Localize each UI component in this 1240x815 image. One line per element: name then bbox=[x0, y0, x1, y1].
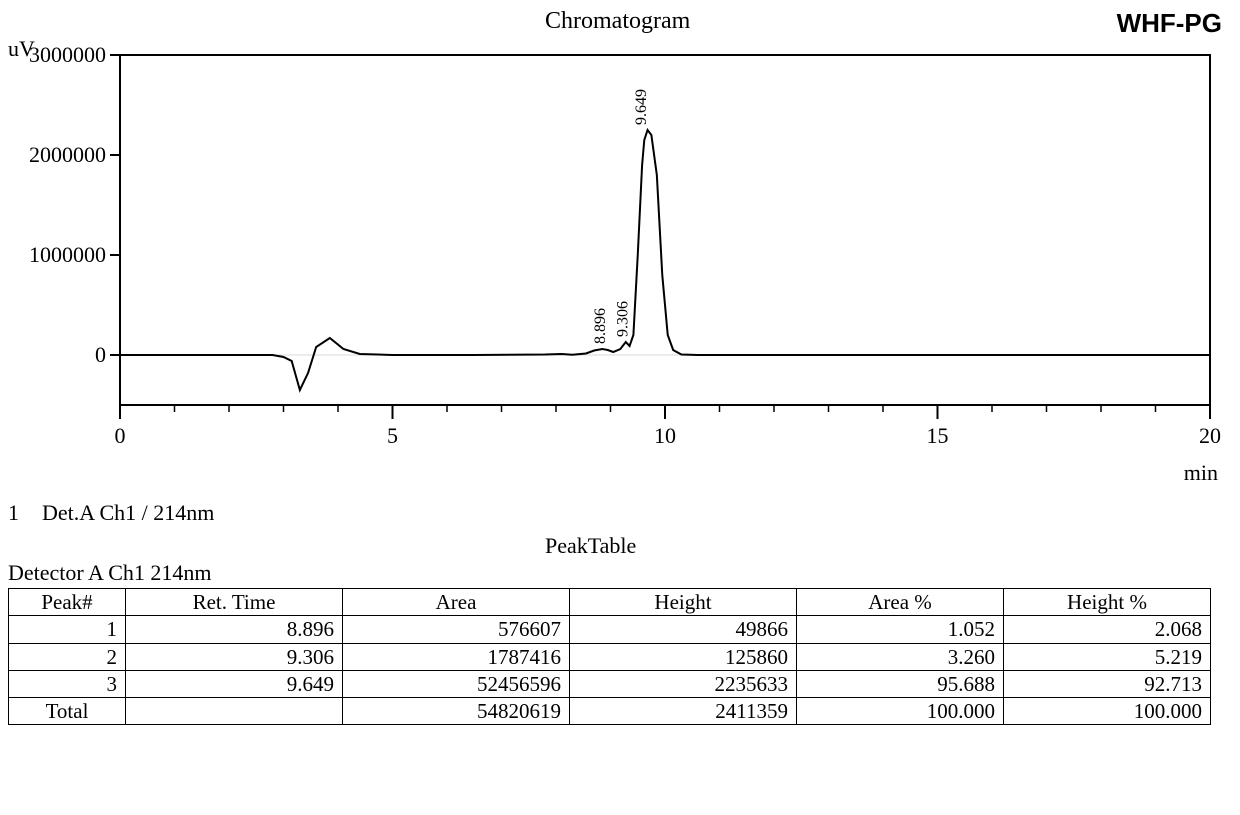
table-cell: 2411359 bbox=[570, 698, 797, 725]
chromatogram-chart: 8.896 9.306 9.649 bbox=[0, 0, 1240, 445]
table-cell: 52456596 bbox=[343, 670, 570, 697]
table-cell: 92.713 bbox=[1004, 670, 1211, 697]
table-cell: Total bbox=[9, 698, 126, 725]
table-cell: 9.649 bbox=[126, 670, 343, 697]
peak-table-caption: Detector A Ch1 214nm bbox=[8, 560, 211, 586]
peak-label: 9.306 bbox=[614, 301, 631, 337]
table-cell: 576607 bbox=[343, 616, 570, 643]
table-cell: 2 bbox=[9, 643, 126, 670]
table-header: Height bbox=[570, 589, 797, 616]
table-cell: 54820619 bbox=[343, 698, 570, 725]
table-cell: 2.068 bbox=[1004, 616, 1211, 643]
table-cell: 125860 bbox=[570, 643, 797, 670]
detector-label: Det.A Ch1 / 214nm bbox=[42, 500, 214, 526]
table-row: 39.64952456596223563395.68892.713 bbox=[9, 670, 1211, 697]
peak-label: 9.649 bbox=[633, 89, 650, 125]
table-cell bbox=[126, 698, 343, 725]
table-header: Height % bbox=[1004, 589, 1211, 616]
plot-border bbox=[120, 55, 1210, 405]
table-header: Area bbox=[343, 589, 570, 616]
table-header: Ret. Time bbox=[126, 589, 343, 616]
table-header: Area % bbox=[797, 589, 1004, 616]
table-cell: 2235633 bbox=[570, 670, 797, 697]
table-cell: 95.688 bbox=[797, 670, 1004, 697]
peak-table: Peak#Ret. TimeAreaHeightArea %Height %18… bbox=[8, 588, 1211, 725]
section-number: 1 bbox=[8, 500, 19, 526]
table-cell: 49866 bbox=[570, 616, 797, 643]
table-cell: 100.000 bbox=[1004, 698, 1211, 725]
table-total-row: Total548206192411359100.000100.000 bbox=[9, 698, 1211, 725]
table-row: 18.896576607498661.0522.068 bbox=[9, 616, 1211, 643]
table-cell: 9.306 bbox=[126, 643, 343, 670]
peak-table-title: PeakTable bbox=[545, 533, 636, 559]
table-cell: 3.260 bbox=[797, 643, 1004, 670]
x-axis-title: min bbox=[1184, 460, 1218, 486]
table-cell: 1 bbox=[9, 616, 126, 643]
table-row: 29.30617874161258603.2605.219 bbox=[9, 643, 1211, 670]
table-cell: 1787416 bbox=[343, 643, 570, 670]
table-cell: 1.052 bbox=[797, 616, 1004, 643]
table-cell: 3 bbox=[9, 670, 126, 697]
table-cell: 8.896 bbox=[126, 616, 343, 643]
table-cell: 100.000 bbox=[797, 698, 1004, 725]
table-header: Peak# bbox=[9, 589, 126, 616]
table-cell: 5.219 bbox=[1004, 643, 1211, 670]
peak-label: 8.896 bbox=[592, 308, 609, 344]
